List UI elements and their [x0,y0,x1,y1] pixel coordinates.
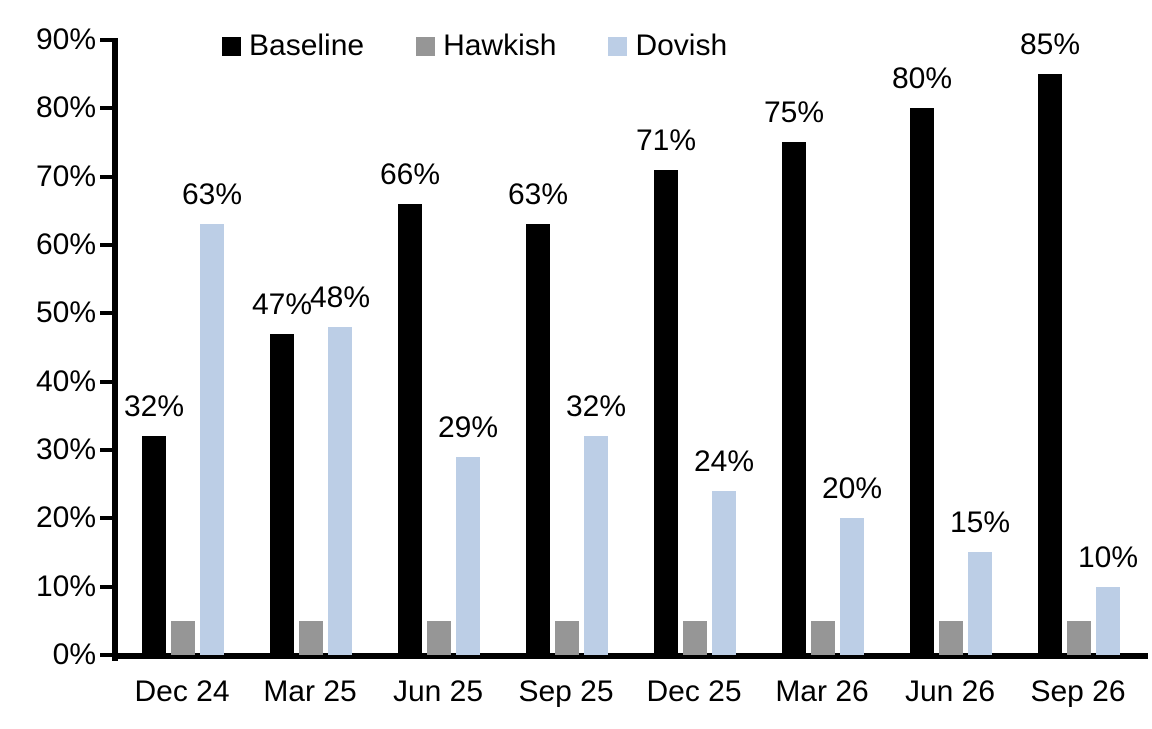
y-axis-tick [100,379,114,384]
legend-item-dovish: Dovish [608,31,727,61]
x-axis-category-label: Mar 25 [263,675,357,708]
bar-value-label: 29% [437,411,499,444]
bar-value-label: 32% [565,390,627,423]
y-axis-tick-label: 10% [35,569,96,603]
bar-value-label: 24% [693,445,755,478]
bar-baseline-6 [782,142,806,655]
legend-label-hawkish: Hawkish [443,29,557,62]
x-axis-category-label: Jun 26 [904,675,996,708]
bar-dovish-2 [328,327,352,655]
y-axis-tick-label: 20% [35,501,96,535]
bar-baseline-5 [654,170,678,655]
bar-hawkish-4 [555,621,579,655]
y-axis-tick-label: 70% [35,159,96,193]
x-axis-category-label: Dec 25 [646,675,742,708]
bar-value-label: 48% [309,281,371,314]
bar-value-label: 15% [949,506,1011,539]
y-axis-tick [100,584,114,589]
bar-value-label: 75% [763,96,825,129]
y-axis-tick [100,243,114,247]
x-axis-line [112,653,1148,659]
bar-hawkish-6 [811,621,835,655]
y-axis-tick-label: 80% [35,91,96,125]
bar-value-label: 85% [1019,28,1081,61]
legend-label-baseline: Baseline [249,29,365,62]
y-axis-tick [100,174,114,179]
bar-hawkish-3 [427,621,451,655]
bar-value-label: 66% [379,158,441,191]
y-axis-tick [100,106,114,111]
bar-baseline-4 [526,224,550,655]
y-axis-tick-label: 30% [35,433,96,466]
bar-baseline-1 [142,436,166,655]
bar-value-label: 47% [251,288,313,321]
dovish-swatch-icon [608,36,628,56]
bar-hawkish-1 [171,621,195,655]
baseline-swatch-icon [222,36,241,56]
y-axis-tick-label: 60% [35,228,96,261]
bar-hawkish-8 [1067,621,1091,655]
bar-hawkish-2 [299,621,323,655]
y-axis-tick [100,516,114,521]
bar-value-label: 10% [1077,541,1139,574]
bar-hawkish-7 [939,621,963,655]
hawkish-swatch-icon [416,36,436,56]
x-axis-category-label: Dec 24 [134,675,230,708]
y-axis-tick-label: 50% [35,296,96,330]
bar-dovish-7 [968,552,992,655]
bar-value-label: 80% [891,62,953,95]
bar-baseline-7 [910,108,934,655]
bar-baseline-8 [1038,74,1062,655]
legend-item-baseline: Baseline [222,31,364,61]
bar-baseline-2 [270,334,294,655]
x-axis-category-label: Jun 25 [392,675,484,708]
bar-dovish-1 [200,224,224,655]
y-axis-line [112,38,118,661]
y-axis-tick-label: 0% [52,638,96,671]
bar-value-label: 71% [635,124,697,157]
bar-value-label: 63% [507,178,569,211]
y-axis-tick-label: 90% [35,23,96,56]
y-axis-tick [100,448,114,452]
legend-label-dovish: Dovish [635,29,728,62]
x-axis-category-label: Mar 26 [775,675,869,708]
y-axis-tick [100,653,114,657]
bar-value-label: 20% [821,472,883,505]
bar-value-label: 63% [181,178,243,211]
bar-dovish-3 [456,457,480,655]
bar-dovish-4 [584,436,608,655]
bar-dovish-8 [1096,587,1120,655]
bar-dovish-5 [712,491,736,655]
legend-item-hawkish: Hawkish [416,31,556,61]
y-axis-tick [100,311,114,316]
chart-legend: Baseline Hawkish Dovish [222,30,727,62]
x-axis-category-label: Sep 25 [518,675,614,708]
bar-value-label: 32% [123,390,185,423]
y-axis-tick-label: 40% [35,364,96,398]
y-axis-tick [100,38,114,42]
bar-dovish-6 [840,518,864,655]
x-axis-category-label: Sep 26 [1030,675,1126,708]
bar-hawkish-5 [683,621,707,655]
bar-baseline-3 [398,204,422,655]
